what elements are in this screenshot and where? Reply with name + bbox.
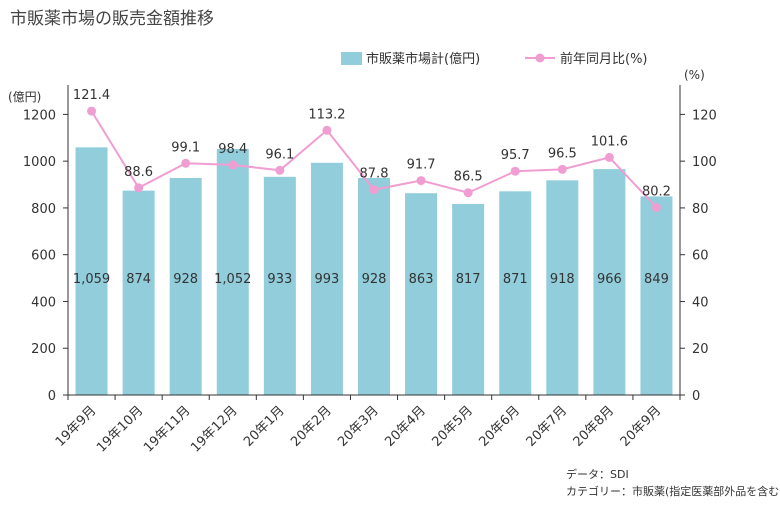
bar-value-label-6: 993 <box>315 272 340 287</box>
y-left-tick-label-1200: 1200 <box>23 108 56 123</box>
line-point-13 <box>651 202 661 212</box>
line-point-6 <box>322 125 332 135</box>
bar-1 <box>75 147 108 395</box>
bar-5 <box>263 176 296 395</box>
line-series <box>87 106 661 212</box>
line-point-3 <box>181 158 191 168</box>
y-left-tick-label-0: 0 <box>48 389 56 404</box>
axes: 0 200 400 600 800 1000 1200 0 20 40 60 80 100 120 <box>23 85 717 404</box>
bar-value-label-8: 863 <box>409 272 434 287</box>
y-right-tick-label-20: 20 <box>692 342 709 357</box>
line-point-9 <box>463 188 473 198</box>
bar-12 <box>593 169 626 395</box>
line-value-label-10: 95.7 <box>501 148 530 163</box>
category-note: カテゴリー：市販薬(指定医薬部外品を含む) <box>566 484 780 498</box>
line-value-label-7: 87.8 <box>360 167 389 182</box>
line-point-4 <box>228 160 238 170</box>
line-value-label-2: 88.6 <box>124 165 153 180</box>
legend: 市販薬市場計(億円) 前年同月比(%) <box>341 51 648 67</box>
x-tick-label-9: 20年5月 <box>429 403 476 450</box>
line-point-5 <box>275 165 285 175</box>
y-left-tick-label-400: 400 <box>31 295 56 310</box>
bar-value-label-1: 1,059 <box>73 272 110 287</box>
y-left-tick-label-800: 800 <box>31 202 56 217</box>
y-left-unit: (億円) <box>8 90 41 104</box>
line-point-8 <box>416 176 426 186</box>
bar-value-label-10: 871 <box>503 272 528 287</box>
bar-3 <box>169 177 202 395</box>
line-point-12 <box>604 152 614 162</box>
x-tick-label-2: 19年10月 <box>94 403 146 455</box>
y-right-tick-label-60: 60 <box>692 249 709 264</box>
legend-line-label: 前年同月比(%) <box>560 51 648 67</box>
y-left-tick-label-1000: 1000 <box>23 155 56 170</box>
y-right-tick-label-0: 0 <box>692 389 700 404</box>
bar-8 <box>405 193 438 395</box>
line-point-11 <box>557 164 567 174</box>
line-value-label-1: 121.4 <box>73 88 110 103</box>
chart-title: 市販薬市場の販売金額推移 <box>10 9 214 29</box>
bar-2 <box>122 190 155 395</box>
source-note: データ：SDI <box>566 467 629 481</box>
bar-value-label-11: 918 <box>550 272 575 287</box>
x-tick-label-6: 20年2月 <box>288 403 335 450</box>
legend-line-marker <box>535 53 545 63</box>
bar-11 <box>546 180 579 395</box>
y-right-tick-label-100: 100 <box>692 155 717 170</box>
legend-bar-label: 市販薬市場計(億円) <box>366 51 480 67</box>
bar-9 <box>452 203 485 395</box>
line-value-label-6: 113.2 <box>308 107 345 122</box>
line-point-7 <box>369 185 379 195</box>
line-value-label-13: 80.2 <box>642 184 671 199</box>
x-tick-label-3: 19年11月 <box>141 403 193 455</box>
line-point-1 <box>87 106 97 116</box>
y-left-tick-label-200: 200 <box>31 342 56 357</box>
y-right-tick-label-80: 80 <box>692 202 709 217</box>
bar-7 <box>358 177 390 395</box>
legend-bar-swatch <box>341 52 362 65</box>
y-right-tick-label-120: 120 <box>692 108 717 123</box>
bar-value-label-4: 1,052 <box>214 272 251 287</box>
x-tick-label-8: 20年4月 <box>382 403 429 450</box>
x-tick-label-13: 20年9月 <box>618 403 665 450</box>
line-value-label-4: 98.4 <box>218 142 247 157</box>
line-labels: 121.4 88.6 99.1 98.4 96.1 113.2 87.8 91.7 86.5 95… <box>73 88 671 199</box>
bar-6 <box>310 162 343 395</box>
bar-value-label-2: 874 <box>126 272 151 287</box>
bar-value-label-7: 928 <box>362 272 387 287</box>
x-tick-label-11: 20年7月 <box>524 403 571 450</box>
bar-10 <box>499 191 532 395</box>
bar-value-label-12: 966 <box>597 272 622 287</box>
x-tick-label-5: 20年1月 <box>241 403 288 450</box>
line-point-10 <box>510 166 520 176</box>
line-point-2 <box>134 183 144 193</box>
line-value-label-9: 86.5 <box>454 170 483 185</box>
bar-value-label-5: 933 <box>267 272 292 287</box>
x-tick-label-7: 20年3月 <box>335 403 382 450</box>
bars <box>75 147 673 395</box>
line-value-label-11: 96.5 <box>548 146 577 161</box>
bar-value-label-3: 928 <box>173 272 198 287</box>
x-tick-label-10: 20年6月 <box>477 403 524 450</box>
line-value-label-12: 101.6 <box>591 134 628 149</box>
x-tick-label-1: 19年9月 <box>53 403 100 450</box>
bar-13 <box>640 196 673 395</box>
y-left-tick-label-600: 600 <box>31 249 56 264</box>
y-right-tick-label-40: 40 <box>692 295 709 310</box>
line-value-label-5: 96.1 <box>265 147 294 162</box>
line-value-label-8: 91.7 <box>407 158 436 173</box>
bar-value-label-13: 849 <box>644 272 669 287</box>
x-tick-label-4: 19年12月 <box>188 403 240 455</box>
y-right-unit: (%) <box>684 68 705 82</box>
line-value-label-3: 99.1 <box>171 140 200 155</box>
bar-labels: 1,059 874 928 1,052 933 993 928 863 817 871 918 966… <box>73 272 669 287</box>
x-tick-label-12: 20年8月 <box>571 403 618 450</box>
bar-value-label-9: 817 <box>456 272 481 287</box>
bar-4 <box>216 148 249 395</box>
